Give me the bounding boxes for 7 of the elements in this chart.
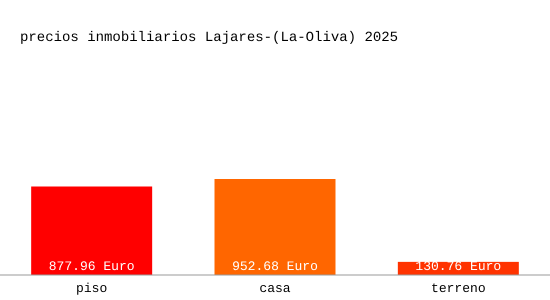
x-tick-label: terreno [431,281,486,296]
data-label: 952.68 Euro [232,259,318,274]
data-label: 877.96 Euro [48,259,135,274]
data-label: 130.76 Euro [415,259,502,274]
x-tick-label: casa [259,281,291,296]
x-tick-label: piso [76,281,108,296]
chart-title: precios inmobiliarios Lajares-(La-Oliva) 2025 [20,30,398,46]
